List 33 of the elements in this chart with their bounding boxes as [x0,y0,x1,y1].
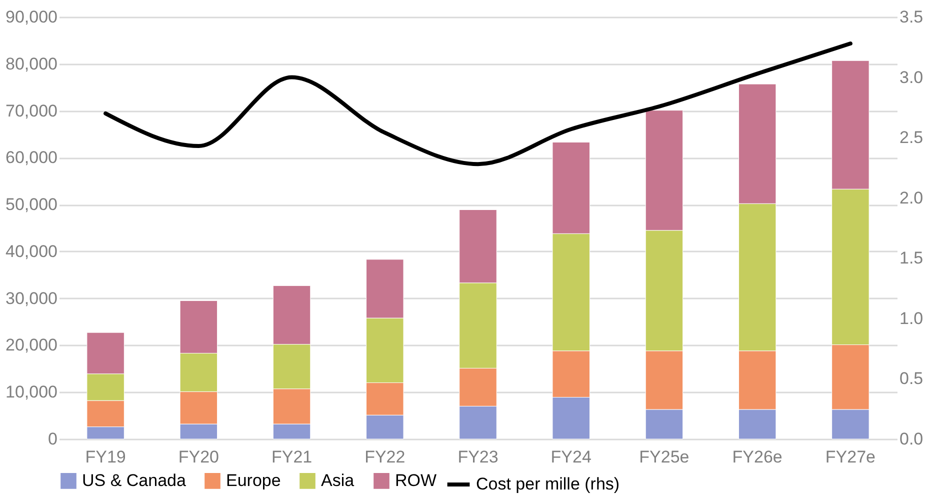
x-tick-label: FY21 [271,448,312,466]
y-tick-label: 60,000 [6,148,58,168]
y2-tick-label: 3.5 [900,8,924,26]
y-tick-label: 50,000 [6,195,58,214]
x-tick-label: FY22 [364,448,406,466]
legend-label: Cost per mille (rhs) [476,474,620,494]
y-tick-label: 30,000 [6,288,58,308]
y2-tick-label: 0.5 [900,369,924,388]
legend-label: ROW [395,470,437,490]
y-tick-label: 10,000 [6,382,58,402]
x-tick-label: FY23 [458,448,498,466]
y2-tick-label: 2.0 [900,188,924,208]
y2-tick-label: 3.0 [900,68,924,87]
y-tick-label: 70,000 [6,101,58,120]
x-tick-label: FY27e [825,448,876,466]
legend-label: Asia [321,470,355,490]
x-tick-label: FY26e [732,448,782,466]
y-tick-label: 20,000 [6,336,58,355]
y-tick-label: 0 [48,430,58,448]
legend-label: US & Canada [82,470,186,490]
x-tick-label: FY25e [639,448,690,466]
y2-tick-label: 2.5 [900,128,924,148]
x-tick-label: FY20 [178,448,219,466]
y-tick-label: 90,000 [6,8,58,26]
legend-label: Europe [226,470,281,490]
y-tick-label: 40,000 [6,242,58,261]
x-tick-label: FY24 [550,448,592,466]
y2-tick-label: 1.5 [900,248,924,268]
line-series [104,42,852,166]
y2-tick-label: 0.0 [900,430,924,448]
y-tick-label: 80,000 [6,54,58,74]
x-tick-label: FY19 [85,448,126,466]
y2-tick-label: 1.0 [900,308,924,328]
